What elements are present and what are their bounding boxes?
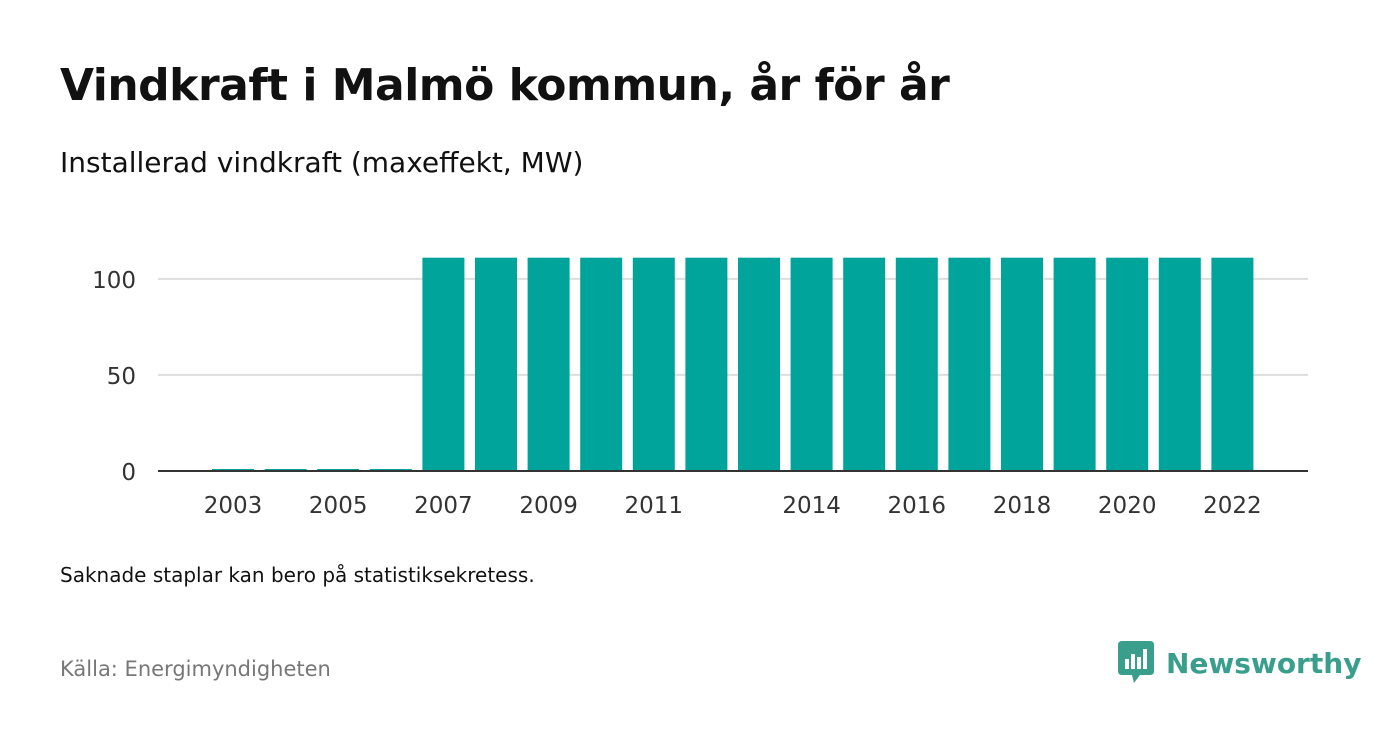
x-tick-label: 2018 <box>993 493 1052 519</box>
bar <box>843 257 886 471</box>
bar <box>580 257 623 471</box>
y-tick-label: 0 <box>121 460 136 486</box>
bar <box>738 257 780 471</box>
bar <box>948 257 991 471</box>
brand-name: Newsworthy <box>1166 646 1362 680</box>
chart-subtitle: Installerad vindkraft (maxeffekt, MW) <box>60 146 584 179</box>
y-tick-label: 100 <box>92 268 136 294</box>
bar <box>527 257 570 471</box>
brand-logo: Newsworthy <box>1118 641 1361 685</box>
bar <box>895 257 938 471</box>
bar <box>1158 257 1201 471</box>
bar <box>1211 257 1254 471</box>
bar <box>632 257 675 471</box>
bar <box>422 257 465 471</box>
bar <box>475 257 517 471</box>
x-tick-label: 2020 <box>1098 493 1157 519</box>
chart-note: Saknade staplar kan bero på statistiksek… <box>60 563 535 587</box>
x-tick-label: 2007 <box>414 493 473 519</box>
x-tick-label: 2014 <box>782 493 841 519</box>
x-tick-label: 2011 <box>625 493 684 519</box>
y-tick-label: 50 <box>107 364 136 390</box>
bar-chart: 0 50 100 2003 2005 2007 2009 2011 2014 2016 2018 20… <box>92 257 1308 519</box>
x-tick-label: 2009 <box>519 493 578 519</box>
bar <box>1053 257 1096 471</box>
bar <box>685 257 728 471</box>
bar <box>1001 257 1043 471</box>
x-tick-label: 2003 <box>204 493 263 519</box>
x-tick-label: 2016 <box>888 493 947 519</box>
x-tick-label: 2022 <box>1203 493 1262 519</box>
chart-title: Vindkraft i Malmö kommun, år för år <box>60 60 950 111</box>
newsworthy-logo-icon <box>1118 641 1154 683</box>
bar <box>1106 257 1149 471</box>
source-label: Källa: Energimyndigheten <box>60 657 331 681</box>
x-tick-label: 2005 <box>309 493 368 519</box>
bar <box>790 257 833 471</box>
